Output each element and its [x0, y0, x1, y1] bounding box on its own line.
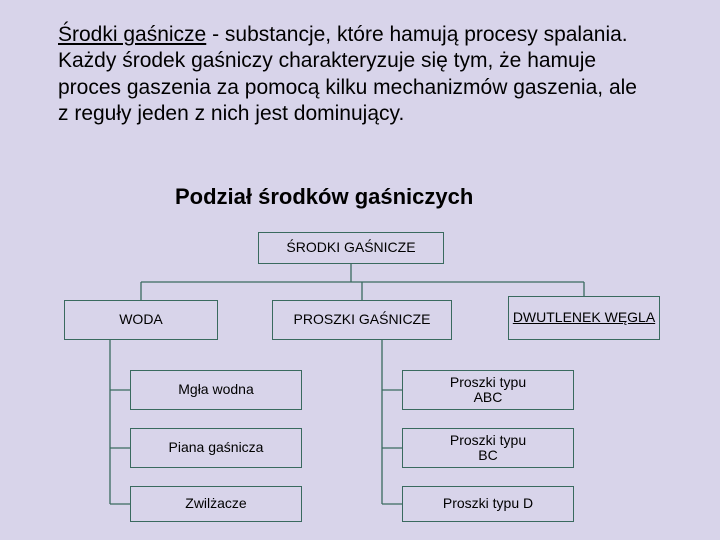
node-p2: Proszki typuBC [402, 428, 574, 468]
node-co2: DWUTLENEK WĘGLA [508, 296, 660, 340]
node-proszki: PROSZKI GAŚNICZE [272, 300, 452, 340]
node-p3: Proszki typu D [402, 486, 574, 522]
node-w2: Piana gaśnicza [130, 428, 302, 468]
node-root: ŚRODKI GAŚNICZE [258, 232, 444, 264]
node-w3: Zwilżacze [130, 486, 302, 522]
subtitle: Podział środków gaśniczych [175, 184, 473, 210]
term: Środki gaśnicze [58, 23, 206, 46]
node-p1: Proszki typuABC [402, 370, 574, 410]
node-w1: Mgła wodna [130, 370, 302, 410]
intro-paragraph: Środki gaśnicze - substancje, które hamu… [58, 22, 638, 127]
node-woda: WODA [64, 300, 218, 340]
